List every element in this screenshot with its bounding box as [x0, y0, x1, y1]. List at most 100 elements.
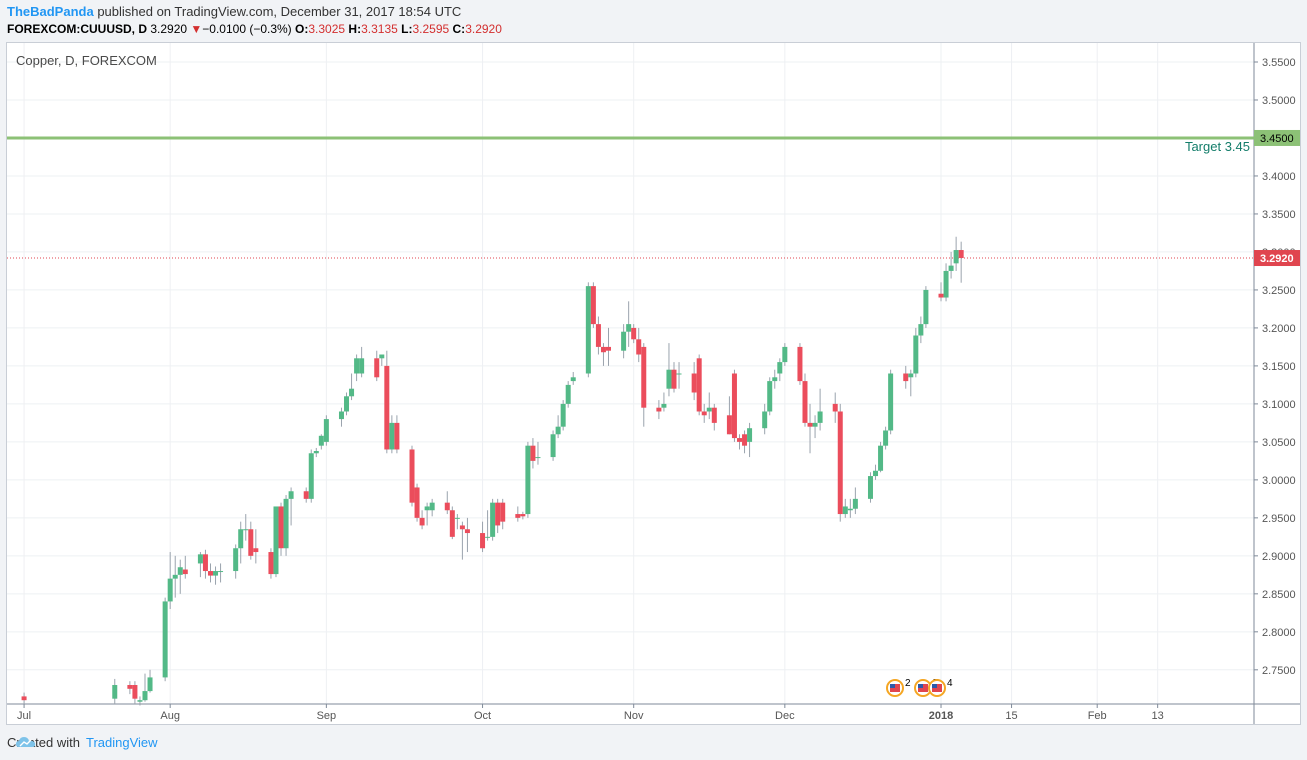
candle-body [379, 354, 385, 359]
candle [878, 441, 884, 473]
x-tick-label: Aug [160, 710, 180, 722]
candle [661, 392, 667, 412]
candle [671, 362, 677, 393]
candle-body [167, 578, 173, 602]
candle-body [525, 445, 531, 515]
y-tick-label: 2.9500 [1262, 513, 1296, 525]
candle [958, 241, 964, 283]
candle [429, 498, 435, 517]
candle-body [500, 502, 506, 522]
candle [606, 327, 611, 366]
candle [762, 403, 768, 435]
candle-body [273, 506, 279, 575]
candle-body [233, 548, 239, 572]
publish-line: TheBadPanda published on TradingView.com… [7, 4, 461, 19]
candle-body [344, 396, 350, 412]
candle-body [600, 346, 606, 353]
candle-body [782, 346, 788, 363]
candle-body [636, 339, 642, 355]
candle [379, 354, 385, 366]
chart-area[interactable]: Target 3.45 Copper, D, FOREXCOM 3.5500 3.50… [6, 42, 1301, 725]
candle-body [832, 403, 838, 412]
candle-body [550, 434, 556, 458]
candle [490, 498, 496, 541]
candle [207, 563, 213, 583]
candle-body [253, 548, 259, 553]
candle-body [308, 453, 314, 499]
candle-body [817, 411, 823, 423]
candle [278, 502, 284, 556]
candle [167, 552, 173, 610]
y-tick-label: 3.2000 [1262, 323, 1296, 335]
candle [500, 498, 506, 530]
candle-body [731, 373, 737, 439]
candle-body [560, 403, 566, 427]
low-label: L: [401, 22, 413, 36]
candle [948, 251, 954, 279]
candle [313, 447, 319, 458]
tradingview-link[interactable]: TradingView [85, 735, 158, 750]
candle [520, 511, 526, 520]
candle-body [903, 373, 909, 382]
candle-body [132, 685, 138, 699]
candle-body [303, 491, 309, 499]
candle-body [112, 685, 118, 699]
candle [817, 388, 823, 431]
candle-body [595, 324, 601, 347]
candle-body [762, 411, 768, 429]
candle [127, 681, 133, 695]
candle [570, 371, 576, 385]
candle-body [847, 508, 853, 511]
candle-body [656, 407, 662, 412]
target-axis-label: 3.4500 [1260, 133, 1294, 145]
chart-title: Copper, D, FOREXCOM [16, 53, 157, 68]
candle-body [207, 571, 213, 576]
candle-body [772, 377, 778, 382]
candle [384, 350, 390, 454]
candle-body [641, 346, 647, 408]
candle [777, 358, 783, 382]
candle [248, 521, 254, 560]
candle [238, 521, 244, 564]
candle-body [248, 529, 254, 556]
candle [883, 426, 889, 450]
candle [938, 282, 944, 302]
candle-body [202, 554, 208, 572]
candle [772, 369, 778, 389]
candle [359, 346, 365, 378]
down-arrow-icon: ▼ [190, 22, 203, 36]
candle [318, 434, 324, 450]
candle [852, 487, 858, 515]
candle-body [908, 373, 914, 378]
candle [550, 430, 556, 461]
candle [641, 343, 647, 427]
flag-canton-icon [918, 684, 923, 688]
candle [132, 681, 138, 704]
candle [273, 506, 279, 578]
candle-body [802, 381, 808, 423]
candle [142, 673, 148, 702]
candlestick-chart[interactable]: Target 3.45 Copper, D, FOREXCOM 3.5500 3.50… [7, 43, 1300, 724]
candle-body [878, 445, 884, 471]
candle [147, 669, 153, 693]
candle [253, 529, 259, 564]
author-link[interactable]: TheBadPanda [7, 4, 94, 19]
high-value: 3.3135 [361, 22, 398, 36]
candle [656, 400, 662, 420]
candle [323, 415, 329, 446]
candle [349, 373, 355, 401]
candle [832, 392, 838, 423]
tradingview-logo-icon [16, 737, 36, 747]
low-value: 3.2595 [412, 22, 450, 36]
event-badge-count: 2 [905, 678, 911, 689]
candle [691, 362, 697, 401]
candle [807, 403, 813, 454]
candle [867, 472, 873, 503]
candle-body [661, 403, 667, 408]
candle-body [913, 335, 919, 374]
y-tick-label: 2.8500 [1262, 589, 1296, 601]
x-tick-label: Jul [17, 710, 31, 722]
candle [908, 369, 914, 397]
target-label: Target 3.45 [1185, 139, 1250, 154]
x-tick-label: Dec [775, 710, 795, 722]
